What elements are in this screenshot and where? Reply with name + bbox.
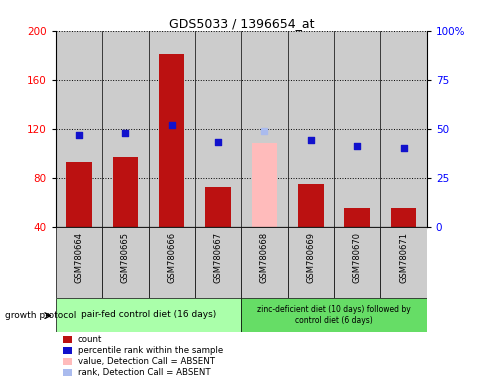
Bar <box>298 184 323 227</box>
Text: percentile rank within the sample: percentile rank within the sample <box>77 346 222 355</box>
Bar <box>333 31 379 227</box>
Text: GSM780671: GSM780671 <box>398 232 407 283</box>
Bar <box>241 227 287 298</box>
Bar <box>333 227 379 298</box>
Bar <box>102 227 148 298</box>
Text: GSM780668: GSM780668 <box>259 232 269 283</box>
Point <box>214 139 222 146</box>
Bar <box>148 227 195 298</box>
Text: GSM780664: GSM780664 <box>75 232 83 283</box>
Text: count: count <box>77 335 102 344</box>
Text: growth protocol: growth protocol <box>5 311 76 320</box>
Text: zinc-deficient diet (10 days) followed by
control diet (6 days): zinc-deficient diet (10 days) followed b… <box>257 305 410 324</box>
Text: rank, Detection Call = ABSENT: rank, Detection Call = ABSENT <box>77 367 210 377</box>
Point <box>260 127 268 134</box>
Point <box>399 145 407 151</box>
Bar <box>195 227 241 298</box>
Bar <box>56 31 102 227</box>
Bar <box>251 143 277 227</box>
Bar <box>379 227 426 298</box>
Bar <box>287 31 333 227</box>
Point <box>306 137 314 144</box>
Bar <box>379 31 426 227</box>
Title: GDS5033 / 1396654_at: GDS5033 / 1396654_at <box>168 17 314 30</box>
Bar <box>56 227 102 298</box>
Text: GSM780667: GSM780667 <box>213 232 222 283</box>
Bar <box>241 298 426 332</box>
Text: GSM780665: GSM780665 <box>121 232 130 283</box>
Point <box>167 122 175 128</box>
Text: GSM780670: GSM780670 <box>352 232 361 283</box>
Bar <box>102 31 148 227</box>
Bar <box>159 54 184 227</box>
Bar <box>112 157 138 227</box>
Bar <box>241 31 287 227</box>
Point <box>121 129 129 136</box>
Text: pair-fed control diet (16 days): pair-fed control diet (16 days) <box>81 310 216 319</box>
Bar <box>344 208 369 227</box>
Bar <box>148 31 195 227</box>
Bar <box>66 162 91 227</box>
Bar <box>390 208 415 227</box>
Text: value, Detection Call = ABSENT: value, Detection Call = ABSENT <box>77 357 214 366</box>
Text: GSM780669: GSM780669 <box>306 232 315 283</box>
Point <box>75 131 83 137</box>
Bar <box>195 31 241 227</box>
Point <box>353 143 361 149</box>
Bar <box>205 187 230 227</box>
Bar <box>287 227 333 298</box>
Bar <box>56 298 241 332</box>
Text: GSM780666: GSM780666 <box>167 232 176 283</box>
